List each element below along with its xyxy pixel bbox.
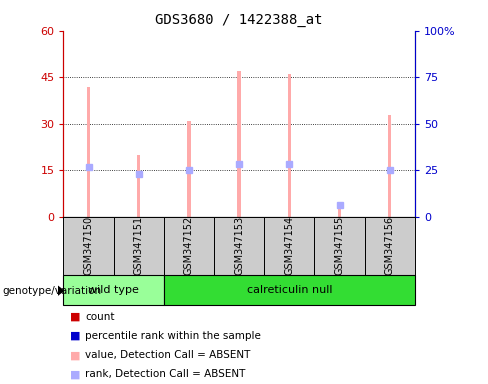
Title: GDS3680 / 1422388_at: GDS3680 / 1422388_at	[155, 13, 323, 27]
Bar	[338, 208, 341, 217]
Text: ■: ■	[70, 312, 81, 322]
Text: ■: ■	[70, 350, 81, 360]
Text: GSM347152: GSM347152	[184, 216, 194, 275]
Bar	[63, 217, 114, 275]
Bar	[63, 275, 164, 305]
Text: GSM347156: GSM347156	[385, 216, 395, 275]
Bar	[388, 114, 391, 217]
Text: GSM347155: GSM347155	[334, 216, 345, 275]
Bar	[114, 217, 164, 275]
Text: ■: ■	[70, 331, 81, 341]
Text: count: count	[85, 312, 115, 322]
Text: wild type: wild type	[88, 285, 139, 295]
Bar	[87, 87, 90, 217]
Text: value, Detection Call = ABSENT: value, Detection Call = ABSENT	[85, 350, 251, 360]
Text: GSM347154: GSM347154	[285, 216, 294, 275]
Bar	[164, 275, 415, 305]
Text: GSM347153: GSM347153	[234, 216, 244, 275]
Bar	[237, 71, 241, 217]
Text: GSM347150: GSM347150	[83, 216, 94, 275]
Bar	[164, 217, 214, 275]
Bar	[137, 155, 141, 217]
Text: genotype/variation: genotype/variation	[2, 286, 102, 296]
Bar	[187, 121, 191, 217]
Text: calreticulin null: calreticulin null	[246, 285, 332, 295]
Polygon shape	[58, 286, 63, 295]
Bar	[264, 217, 314, 275]
Bar	[365, 217, 415, 275]
Text: rank, Detection Call = ABSENT: rank, Detection Call = ABSENT	[85, 369, 246, 379]
Bar	[287, 74, 291, 217]
Text: GSM347151: GSM347151	[134, 216, 144, 275]
Text: ■: ■	[70, 369, 81, 379]
Text: percentile rank within the sample: percentile rank within the sample	[85, 331, 261, 341]
Bar	[314, 217, 365, 275]
Bar	[214, 217, 264, 275]
